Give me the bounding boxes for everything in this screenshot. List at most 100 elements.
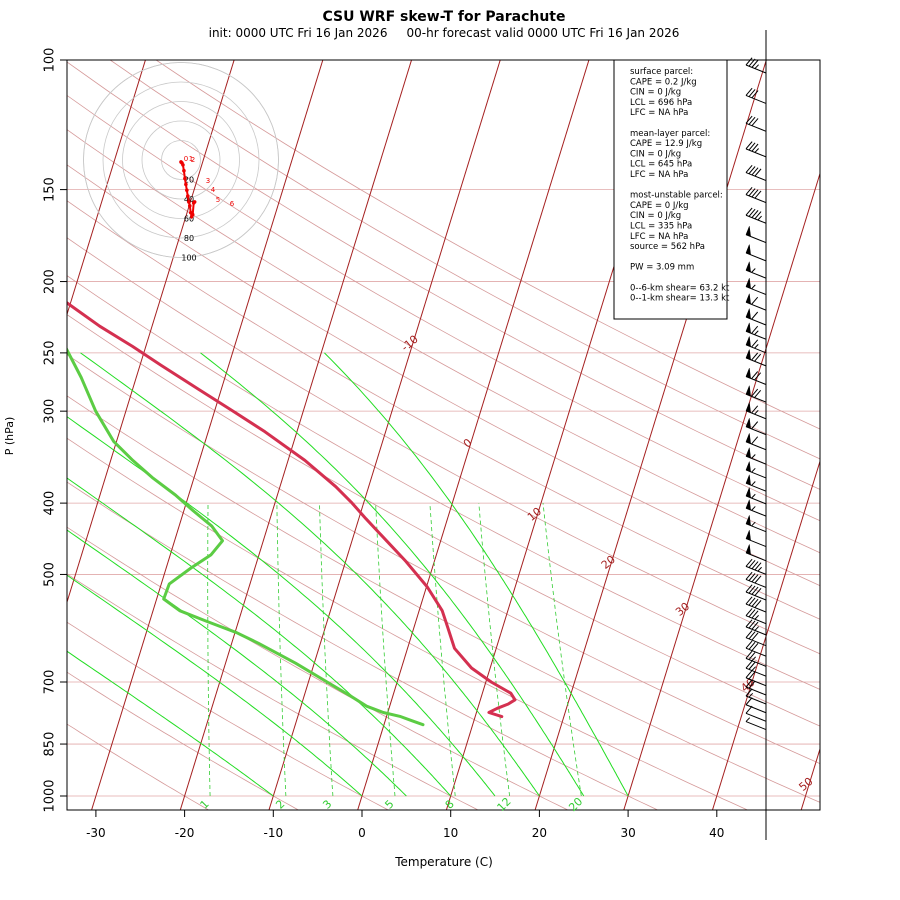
wind-barb <box>745 307 767 326</box>
dry-adiabat <box>67 200 820 620</box>
temperature-tick-label: 0 <box>358 826 366 840</box>
mixing-ratio-line <box>276 503 287 797</box>
wind-barb <box>745 401 767 420</box>
wind-barb <box>745 650 767 667</box>
hodograph-ring <box>141 120 221 200</box>
x-axis-label: Temperature (C) <box>394 855 493 869</box>
pressure-tick-label: 250 <box>43 340 58 365</box>
wind-barb <box>745 473 767 492</box>
hodograph-ring-label: 60 <box>184 215 194 224</box>
pressure-tick-label: 150 <box>43 177 58 202</box>
hodograph-ring <box>122 101 240 219</box>
wind-barb <box>745 571 767 588</box>
hodograph-ring-label: 80 <box>184 234 194 243</box>
wind-barb <box>745 260 767 279</box>
hodograph-height-label: 2 <box>191 156 195 164</box>
dry-adiabat <box>67 671 300 810</box>
pressure-tick-label: 850 <box>43 732 58 757</box>
temperature-tick-label: 20 <box>532 826 547 840</box>
hodograph-ring-label: 20 <box>184 176 194 185</box>
hodograph-point <box>182 168 186 173</box>
wind-barb <box>745 558 767 575</box>
isotherm-line <box>534 60 767 810</box>
hodograph-ring <box>102 81 260 239</box>
hodograph-point <box>190 212 195 217</box>
info-box-line: LFC = NA hPa <box>630 232 688 242</box>
wind-barb <box>745 384 767 403</box>
isotherm-line <box>268 60 501 810</box>
mixing-ratio-line <box>478 503 510 797</box>
wind-barb <box>745 670 767 687</box>
dry-adiabat <box>67 237 820 655</box>
isotherm-label: 50 <box>796 775 815 794</box>
dry-adiabat <box>67 573 479 810</box>
wind-barb <box>745 243 767 262</box>
mixing-ratio-label: 5 <box>382 797 396 811</box>
hodograph-ring <box>161 140 201 180</box>
dry-adiabat <box>67 354 820 765</box>
hodograph-outer-ring <box>83 62 279 258</box>
mixing-ratio-label: 12 <box>495 795 514 814</box>
plot-frame <box>66 59 821 811</box>
wind-barb <box>745 697 767 714</box>
dry-adiabat <box>67 275 820 690</box>
isotherm-line <box>357 60 590 810</box>
wind-barb <box>745 529 767 548</box>
wind-barb <box>745 367 767 385</box>
wind-barb <box>745 292 767 311</box>
dry-adiabat <box>67 164 820 587</box>
info-box-line: LCL = 696 hPa <box>630 98 692 108</box>
mixing-ratio-line <box>319 503 334 797</box>
moist-adiabat <box>200 352 585 797</box>
hodograph-point <box>185 188 189 193</box>
wind-barb <box>745 187 767 204</box>
mixing-ratio-line <box>429 503 456 797</box>
hodograph-ring-label: 100 <box>181 254 196 263</box>
dry-adiabat <box>67 621 390 810</box>
moist-adiabat <box>67 650 274 797</box>
wind-barb <box>745 417 767 436</box>
isotherm-label: -10 <box>399 333 421 355</box>
wind-barb <box>745 705 767 722</box>
moist-adiabat <box>80 352 540 797</box>
mixing-ratio-label: 1 <box>198 797 212 811</box>
wind-barb <box>745 225 767 244</box>
temperature-tick-label: 40 <box>709 826 724 840</box>
mixing-ratio-label: 2 <box>273 797 287 811</box>
pressure-tick-label: 300 <box>43 399 58 424</box>
dry-adiabat <box>67 314 820 727</box>
hodograph-point <box>186 194 190 198</box>
wind-barb <box>745 335 767 354</box>
mixing-ratio-line <box>375 503 396 797</box>
info-box-line: mean-layer parcel: <box>630 129 710 139</box>
info-box-line: LFC = NA hPa <box>630 108 688 118</box>
dry-adiabat <box>67 129 820 554</box>
info-box-line: PW = 3.09 mm <box>630 263 694 273</box>
profile-layer <box>67 301 517 727</box>
dry-adiabat <box>67 94 820 522</box>
chart-subtitle: init: 0000 UTC Fri 16 Jan 2026 00-hr for… <box>209 26 680 40</box>
info-box-line: LCL = 645 hPa <box>630 160 692 170</box>
moist-adiabat <box>67 574 363 797</box>
y-axis-label: P (hPa) <box>3 417 16 456</box>
temperature-tick-label: -30 <box>86 826 106 840</box>
info-box-line: most-unstable parcel: <box>630 191 723 201</box>
wind-barb <box>745 543 767 562</box>
wind-barb <box>745 608 767 625</box>
dry-adiabat <box>67 437 749 810</box>
moist-adiabat <box>67 477 452 797</box>
wind-barb <box>745 446 767 465</box>
mixing-ratio-label: 8 <box>443 797 457 811</box>
mixing-ratio-line <box>207 503 211 797</box>
info-box-line: LCL = 335 hPa <box>630 222 692 232</box>
wind-barb <box>745 596 767 613</box>
hodograph-point <box>184 182 188 187</box>
info-box-line: 0--1-km shear= 13.3 kt <box>630 294 730 304</box>
dry-adiabat <box>67 723 210 810</box>
wind-barb <box>745 277 767 296</box>
dry-adiabat <box>67 61 820 490</box>
info-box-line: CIN = 0 J/kg <box>630 149 681 159</box>
wind-barb <box>745 115 767 132</box>
